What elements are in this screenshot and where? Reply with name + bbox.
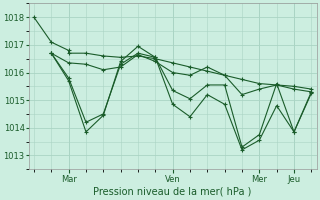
X-axis label: Pression niveau de la mer( hPa ): Pression niveau de la mer( hPa ) (93, 187, 252, 197)
